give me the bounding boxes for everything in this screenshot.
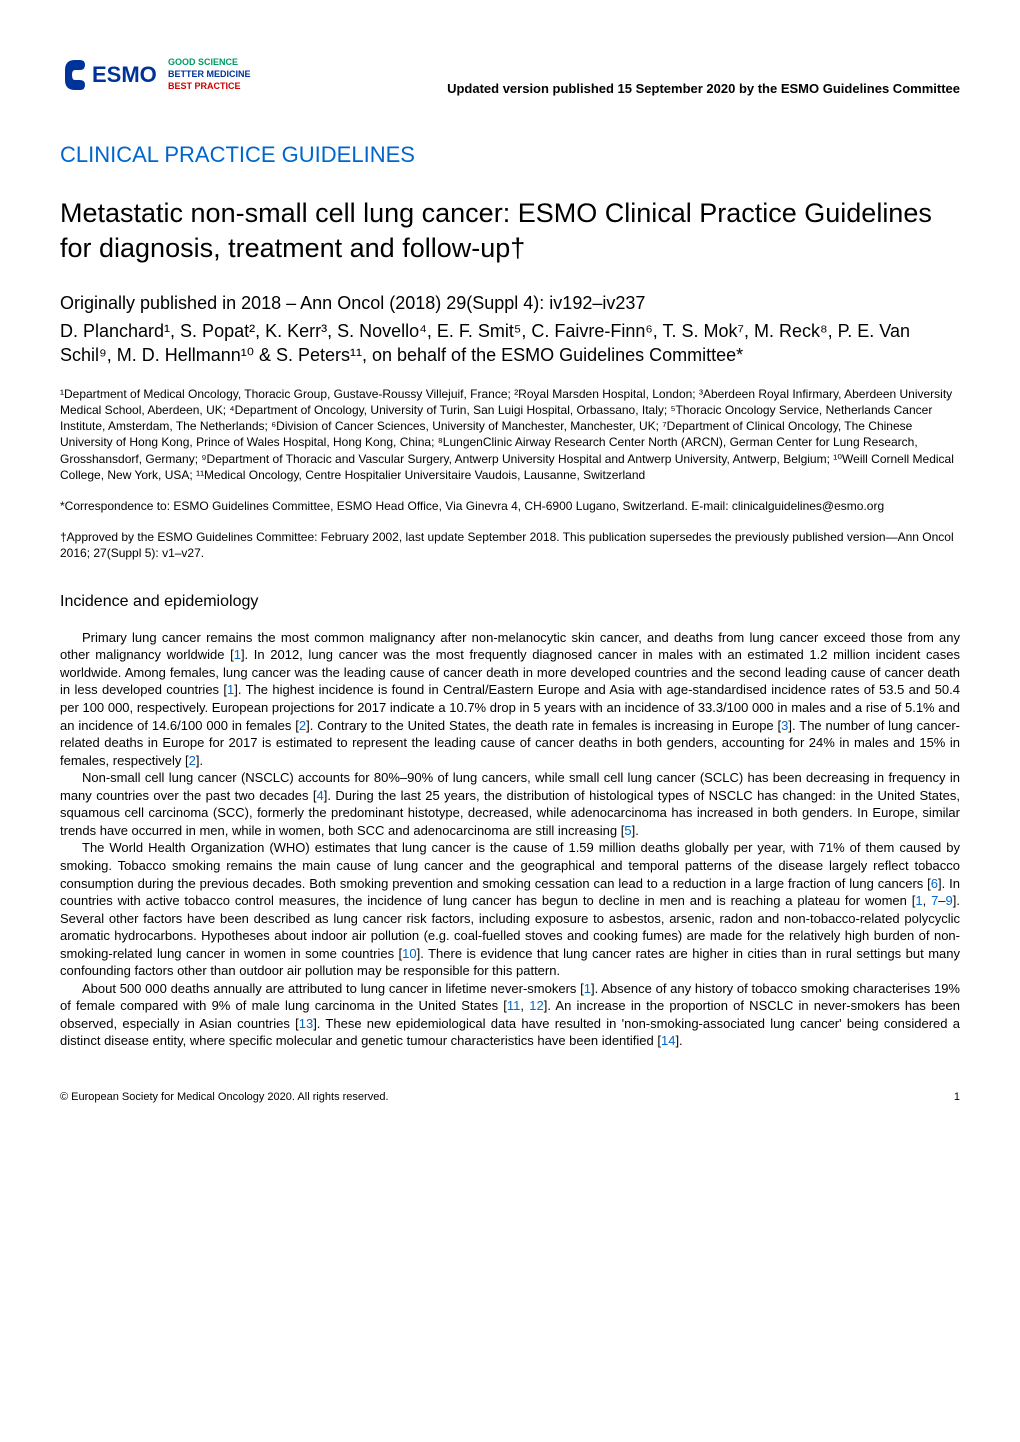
page-header: ESMO GOOD SCIENCE BETTER MEDICINE BEST P… (60, 50, 960, 100)
text-segment: ]. (675, 1033, 682, 1048)
ref-link-11[interactable]: 11 (507, 998, 521, 1013)
ref-link-2b[interactable]: 2 (189, 753, 196, 768)
logo-tagline-1: GOOD SCIENCE (168, 57, 251, 69)
logo-tagline-2: BETTER MEDICINE (168, 69, 251, 81)
page-footer: © European Society for Medical Oncology … (60, 1090, 960, 1105)
document-title: Metastatic non-small cell lung cancer: E… (60, 196, 960, 266)
ref-link-1c[interactable]: 1 (915, 893, 922, 908)
ref-link-1[interactable]: 1 (234, 647, 241, 662)
ref-link-10[interactable]: 10 (402, 946, 416, 961)
ref-link-4[interactable]: 4 (317, 788, 324, 803)
affiliations: ¹Department of Medical Oncology, Thoraci… (60, 386, 960, 483)
section-heading-incidence: Incidence and epidemiology (60, 591, 960, 613)
paragraph-1: Primary lung cancer remains the most com… (60, 629, 960, 769)
approval-note: †Approved by the ESMO Guidelines Committ… (60, 529, 960, 561)
ref-link-13[interactable]: 13 (299, 1016, 313, 1031)
paragraph-3: The World Health Organization (WHO) esti… (60, 839, 960, 979)
text-segment: ]. (632, 823, 639, 838)
ref-link-9[interactable]: 9 (946, 893, 953, 908)
section-label: CLINICAL PRACTICE GUIDELINES (60, 140, 960, 171)
text-segment: About 500 000 deaths annually are attrib… (82, 981, 584, 996)
copyright-text: © European Society for Medical Oncology … (60, 1090, 389, 1105)
text-segment: ]. (196, 753, 203, 768)
text-segment: – (938, 893, 945, 908)
text-segment: , (520, 998, 529, 1013)
correspondence-note: *Correspondence to: ESMO Guidelines Comm… (60, 498, 960, 514)
logo-tagline-3: BEST PRACTICE (168, 81, 251, 93)
ref-link-6[interactable]: 6 (931, 876, 938, 891)
text-segment: , (923, 893, 931, 908)
esmo-logo-icon: ESMO (60, 50, 160, 100)
svg-text:ESMO: ESMO (92, 62, 157, 87)
ref-link-5[interactable]: 5 (624, 823, 631, 838)
page-number: 1 (954, 1090, 960, 1105)
ref-link-14[interactable]: 14 (661, 1033, 675, 1048)
publication-info: Originally published in 2018 – Ann Oncol… (60, 291, 960, 316)
ref-link-12[interactable]: 12 (529, 998, 543, 1013)
paragraph-2: Non-small cell lung cancer (NSCLC) accou… (60, 769, 960, 839)
authors-list: D. Planchard¹, S. Popat², K. Kerr³, S. N… (60, 319, 960, 368)
paragraph-4: About 500 000 deaths annually are attrib… (60, 980, 960, 1050)
logo-tagline: GOOD SCIENCE BETTER MEDICINE BEST PRACTI… (168, 57, 251, 92)
update-note: Updated version published 15 September 2… (447, 80, 960, 98)
ref-link-1d[interactable]: 1 (584, 981, 591, 996)
esmo-logo-block: ESMO GOOD SCIENCE BETTER MEDICINE BEST P… (60, 50, 251, 100)
text-segment: The World Health Organization (WHO) esti… (60, 840, 960, 890)
text-segment: ]. Contrary to the United States, the de… (306, 718, 781, 733)
